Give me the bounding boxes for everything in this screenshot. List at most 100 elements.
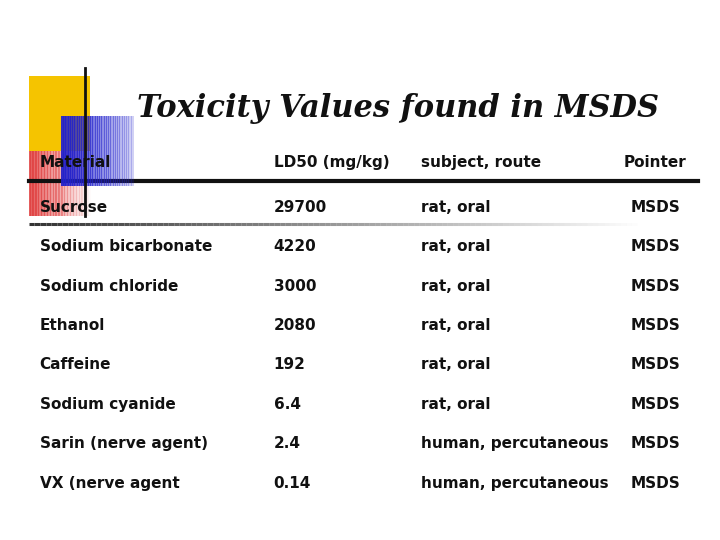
Bar (132, 116, 134, 186)
Bar (76, 140, 78, 216)
Bar (55, 140, 57, 216)
Bar (81, 140, 83, 216)
Text: subject, route: subject, route (421, 155, 541, 170)
Text: Sodium chloride: Sodium chloride (40, 279, 178, 294)
Bar (76, 116, 78, 186)
Bar (52, 140, 54, 216)
Bar (79, 116, 82, 186)
Text: MSDS: MSDS (630, 239, 680, 254)
Text: Sodium cyanide: Sodium cyanide (40, 397, 176, 412)
Bar (38, 140, 40, 216)
Text: rat, oral: rat, oral (421, 279, 491, 294)
Bar (72, 116, 75, 186)
Text: 29700: 29700 (274, 200, 327, 215)
Bar (121, 116, 123, 186)
Text: human, percutaneous: human, percutaneous (421, 436, 609, 451)
Bar (60, 140, 62, 216)
Text: MSDS: MSDS (630, 397, 680, 412)
Bar (122, 116, 125, 186)
Bar (75, 140, 77, 216)
Text: human, percutaneous: human, percutaneous (421, 476, 609, 491)
Bar (114, 116, 116, 186)
Bar (53, 140, 55, 216)
Bar (29, 76, 90, 151)
Text: 2.4: 2.4 (274, 436, 301, 451)
Bar (50, 140, 53, 216)
Bar (89, 116, 91, 186)
Bar (108, 116, 111, 186)
Bar (126, 116, 128, 186)
Bar (82, 140, 85, 216)
Bar (87, 140, 89, 216)
Bar (32, 140, 34, 216)
Bar (104, 116, 107, 186)
Text: Sucrose: Sucrose (40, 200, 108, 215)
Bar (68, 116, 71, 186)
Bar (74, 116, 76, 186)
Text: 192: 192 (274, 357, 305, 373)
Bar (71, 116, 73, 186)
Bar (63, 116, 66, 186)
Bar (81, 116, 84, 186)
Bar (130, 116, 132, 186)
Bar (68, 140, 71, 216)
Text: 6.4: 6.4 (274, 397, 301, 412)
Bar (112, 116, 114, 186)
Bar (67, 140, 69, 216)
Text: Caffeine: Caffeine (40, 357, 111, 373)
Bar (42, 140, 45, 216)
Text: VX (nerve agent: VX (nerve agent (40, 476, 179, 491)
Text: MSDS: MSDS (630, 476, 680, 491)
Bar (61, 116, 64, 186)
Bar (103, 116, 105, 186)
Bar (99, 116, 102, 186)
Bar (41, 140, 43, 216)
Text: MSDS: MSDS (630, 279, 680, 294)
Bar (45, 140, 48, 216)
Bar (29, 140, 31, 216)
Text: MSDS: MSDS (630, 318, 680, 333)
Bar (128, 116, 130, 186)
Bar (49, 140, 51, 216)
Bar (37, 140, 39, 216)
Bar (86, 140, 88, 216)
Bar (107, 116, 109, 186)
Bar (115, 116, 118, 186)
Bar (72, 140, 74, 216)
Bar (79, 140, 81, 216)
Bar (56, 140, 58, 216)
Text: rat, oral: rat, oral (421, 397, 491, 412)
Text: 3000: 3000 (274, 279, 316, 294)
Bar (101, 116, 104, 186)
Bar (73, 140, 76, 216)
Bar (85, 116, 87, 186)
Bar (35, 140, 37, 216)
Bar (78, 140, 80, 216)
Bar (117, 116, 120, 186)
Text: rat, oral: rat, oral (421, 318, 491, 333)
Bar (110, 116, 112, 186)
Bar (65, 116, 68, 186)
Bar (83, 116, 85, 186)
Text: Ethanol: Ethanol (40, 318, 105, 333)
Text: MSDS: MSDS (630, 200, 680, 215)
Text: 2080: 2080 (274, 318, 316, 333)
Text: MSDS: MSDS (630, 436, 680, 451)
Bar (78, 116, 80, 186)
Text: rat, oral: rat, oral (421, 200, 491, 215)
Bar (92, 116, 94, 186)
Text: Material: Material (40, 155, 111, 170)
Text: rat, oral: rat, oral (421, 239, 491, 254)
Bar (64, 140, 66, 216)
Text: MSDS: MSDS (630, 357, 680, 373)
Bar (66, 116, 69, 186)
Bar (30, 140, 32, 216)
Bar (70, 140, 72, 216)
Text: Pointer: Pointer (624, 155, 687, 170)
Text: Sarin (nerve agent): Sarin (nerve agent) (40, 436, 207, 451)
Bar (33, 140, 36, 216)
Bar (40, 140, 42, 216)
Text: 4220: 4220 (274, 239, 316, 254)
Bar (86, 116, 89, 186)
Bar (90, 116, 92, 186)
